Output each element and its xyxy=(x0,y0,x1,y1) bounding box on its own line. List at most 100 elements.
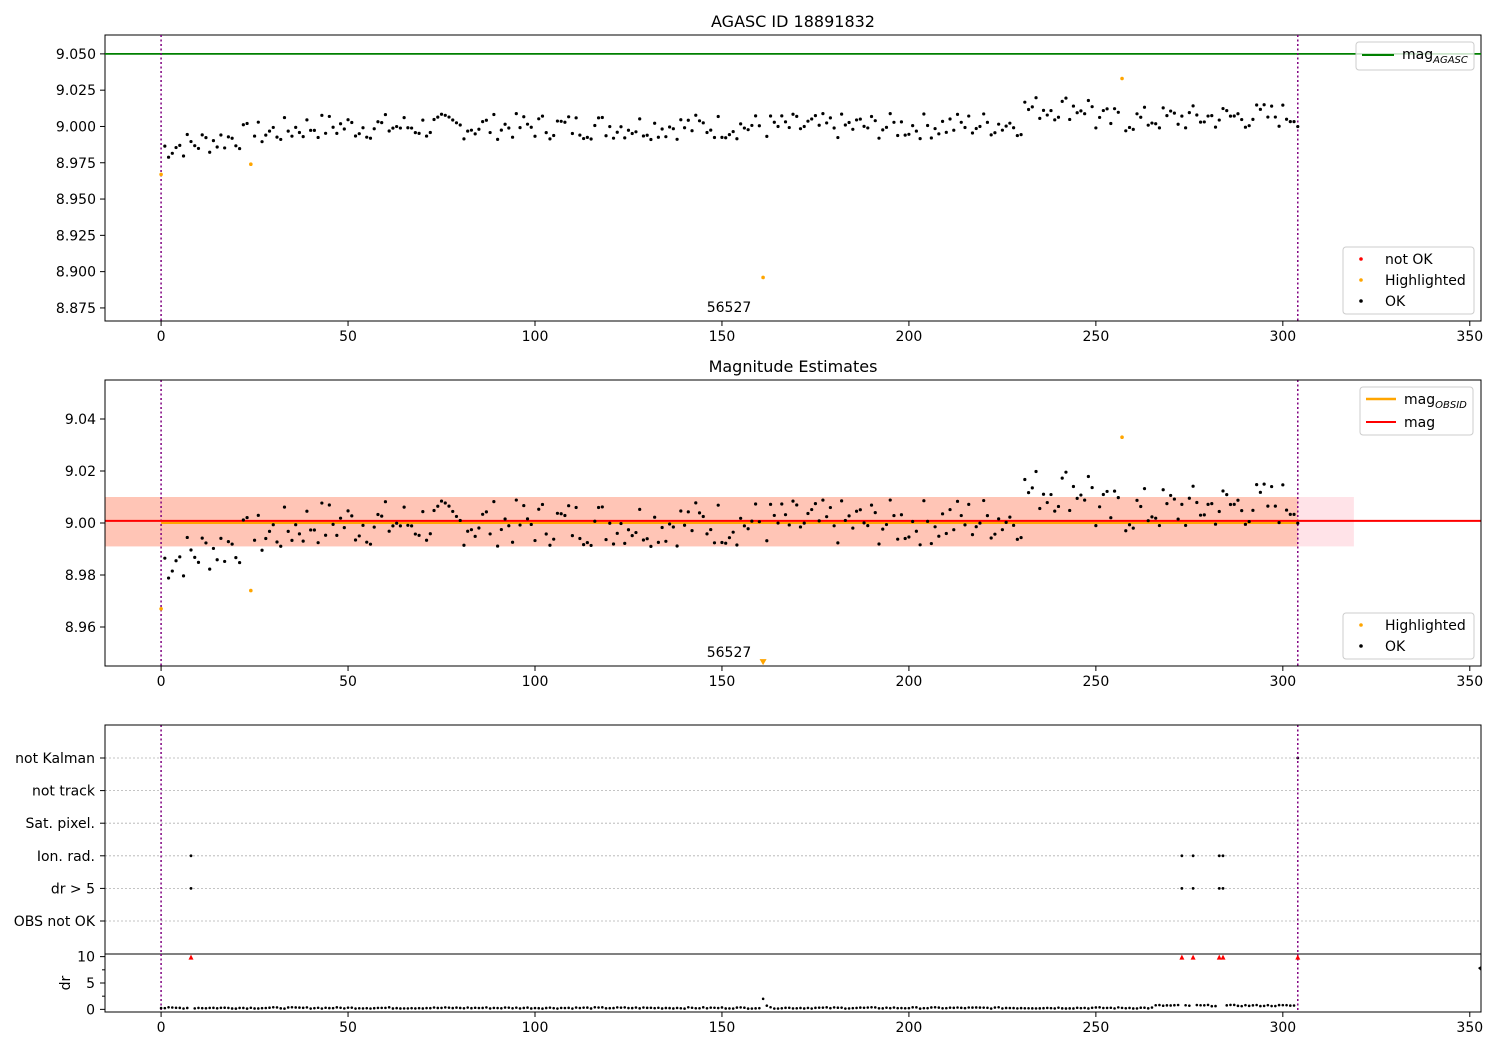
ok-point xyxy=(1296,521,1300,525)
ok-point xyxy=(1053,509,1057,513)
ok-point xyxy=(271,523,275,527)
ok-point xyxy=(574,116,578,120)
dr-point xyxy=(776,1007,780,1010)
ok-point xyxy=(402,116,406,120)
dr-point xyxy=(705,1006,709,1010)
dr-clipped-marker xyxy=(1190,954,1196,960)
ok-point xyxy=(193,144,197,148)
dr-point xyxy=(275,1006,279,1009)
ok-point xyxy=(1232,502,1236,506)
ok-point xyxy=(316,541,320,545)
ok-point xyxy=(944,531,948,536)
ok-point xyxy=(929,136,933,140)
dr-point xyxy=(817,1006,821,1009)
dr-point xyxy=(885,1006,888,1009)
ok-point xyxy=(578,133,582,137)
dr-point xyxy=(376,1006,380,1010)
ok-point xyxy=(219,536,223,540)
dr-point xyxy=(249,1006,253,1010)
dr-point xyxy=(234,1007,238,1010)
dr-point xyxy=(589,1007,593,1010)
ok-point xyxy=(1281,103,1285,107)
dr-point xyxy=(844,1007,847,1010)
ok-point xyxy=(869,503,874,507)
ok-point xyxy=(309,528,313,532)
ok-point xyxy=(402,505,406,509)
dr-point xyxy=(1266,1003,1270,1007)
dr-point xyxy=(724,1007,727,1010)
highlighted-point xyxy=(249,588,253,593)
ok-point xyxy=(679,118,683,122)
x-tick-label: 200 xyxy=(896,1020,923,1036)
flag-point xyxy=(1221,854,1225,858)
ok-point xyxy=(1012,523,1016,527)
dr-point xyxy=(563,1006,567,1010)
ok-point xyxy=(1202,120,1206,124)
ok-point xyxy=(649,544,653,548)
panel3-marks xyxy=(105,725,1481,954)
flag-point xyxy=(189,887,193,890)
ok-point xyxy=(948,507,952,512)
ok-point xyxy=(1109,121,1113,126)
ok-point xyxy=(922,112,926,116)
ok-point xyxy=(492,500,496,504)
dr-point xyxy=(1229,1003,1232,1007)
ok-point xyxy=(1180,502,1184,507)
dr-point xyxy=(466,1006,469,1009)
ok-point xyxy=(447,115,451,119)
dr-point xyxy=(283,1007,286,1010)
dr-point xyxy=(477,1006,481,1010)
dr-clipped-marker xyxy=(1216,954,1222,960)
dr-point xyxy=(387,1006,391,1009)
ok-point xyxy=(754,114,758,118)
ok-point xyxy=(424,538,429,542)
ok-point xyxy=(1157,126,1162,130)
agasc-magnitude-panel: AGASC ID 18891832 0 50 100 150 200 250 300 350 8… xyxy=(56,12,1483,345)
dr-point xyxy=(1176,1003,1180,1007)
x-tick-label: 300 xyxy=(1269,674,1296,690)
ok-point xyxy=(840,112,844,116)
ok-point xyxy=(432,117,436,122)
ok-point xyxy=(668,522,672,526)
ok-point xyxy=(1060,476,1064,480)
ok-point xyxy=(854,509,859,513)
dr-point xyxy=(1277,1003,1281,1007)
ok-point xyxy=(974,525,978,529)
ok-point xyxy=(709,527,713,532)
dr-point xyxy=(1001,1007,1004,1010)
ok-point xyxy=(787,523,791,527)
ok-point xyxy=(1131,127,1135,131)
ok-point xyxy=(997,517,1001,521)
ok-point xyxy=(499,128,503,132)
ok-point xyxy=(294,125,298,130)
ok-point xyxy=(1258,490,1262,494)
ok-point xyxy=(510,540,515,544)
dr-point xyxy=(1075,1006,1079,1010)
dr-point xyxy=(391,1007,395,1010)
dr-point xyxy=(743,1006,746,1010)
ok-point xyxy=(1296,124,1300,129)
dr-point xyxy=(623,1006,627,1009)
ok-point xyxy=(439,112,444,116)
dr-point xyxy=(754,1007,757,1010)
dr-point xyxy=(1161,1004,1165,1008)
ok-point xyxy=(649,137,653,142)
ok-point xyxy=(675,544,679,548)
ok-point xyxy=(1169,493,1173,498)
dr-point xyxy=(855,1006,858,1010)
dr-point xyxy=(1087,1007,1090,1010)
dr-point xyxy=(825,1006,828,1009)
dr-point xyxy=(1236,1004,1240,1008)
dr-point xyxy=(862,1006,866,1010)
ok-point xyxy=(1206,114,1210,118)
ok-point xyxy=(383,500,388,504)
ok-point xyxy=(1000,528,1004,532)
ok-point xyxy=(828,505,832,510)
ok-point xyxy=(481,120,485,124)
ok-point xyxy=(1083,498,1087,502)
ok-point xyxy=(1008,515,1012,519)
dr-point xyxy=(806,1006,810,1010)
ok-point xyxy=(896,133,900,138)
dr-point xyxy=(1120,1006,1124,1010)
ok-point xyxy=(518,126,522,130)
